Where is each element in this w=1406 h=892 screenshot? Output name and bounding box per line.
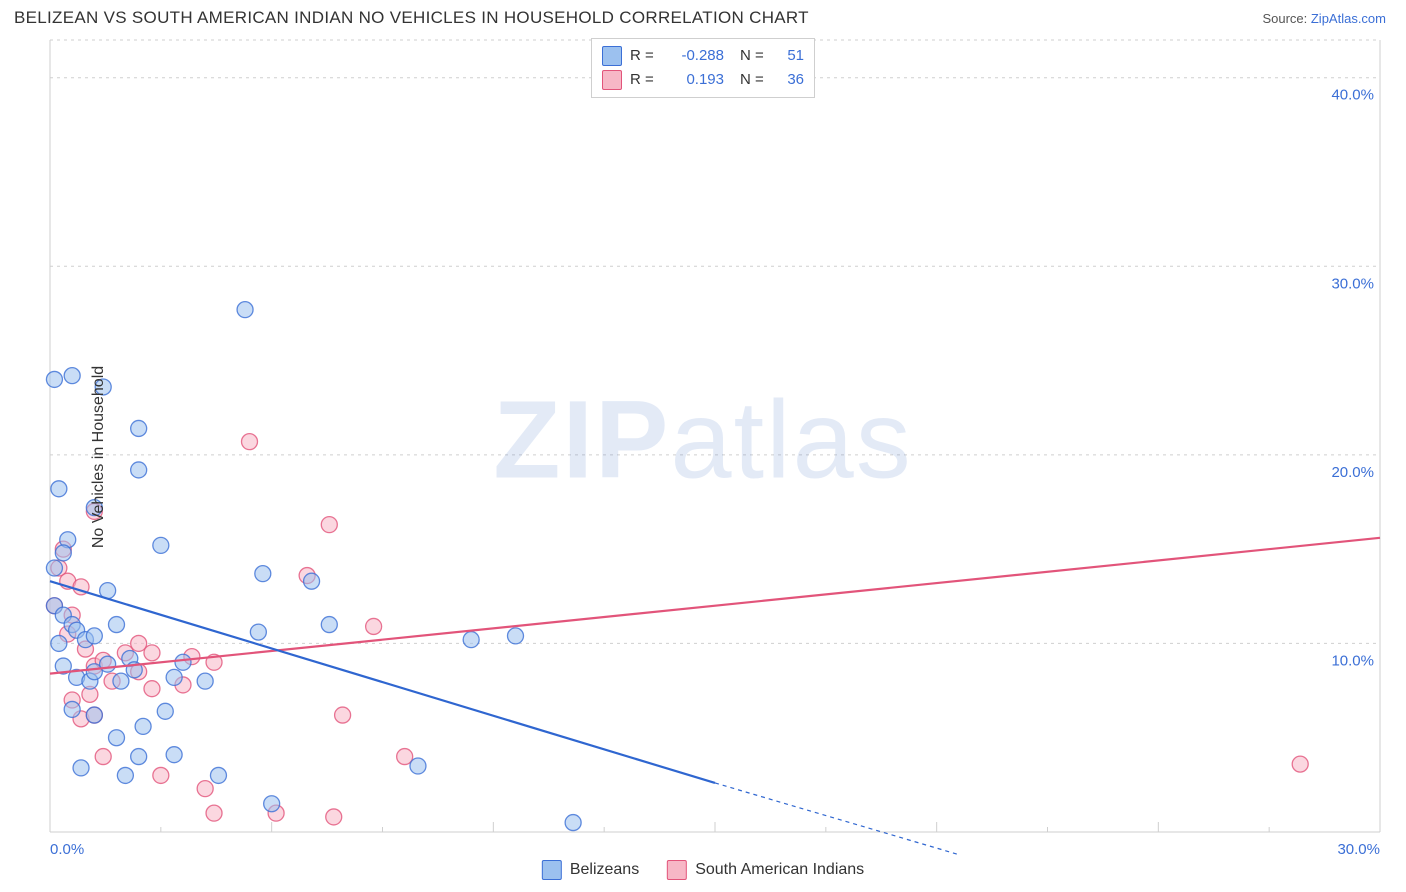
legend-item: South American Indians [667, 860, 864, 880]
legend-n-value: 36 [776, 68, 804, 92]
legend-row: R = 0.193 N = 36 [602, 68, 804, 92]
legend-series-label: Belizeans [570, 861, 639, 879]
legend-n-label: N = [740, 44, 768, 68]
legend-swatch [542, 860, 562, 880]
legend-item: Belizeans [542, 860, 639, 880]
y-axis-label: No Vehicles in Household [90, 366, 108, 548]
legend-swatch [667, 860, 687, 880]
legend-n-label: N = [740, 68, 768, 92]
svg-text:40.0%: 40.0% [1331, 87, 1374, 104]
svg-text:0.0%: 0.0% [50, 841, 84, 858]
svg-text:30.0%: 30.0% [1337, 841, 1380, 858]
legend-r-label: R = [630, 44, 658, 68]
legend-r-label: R = [630, 68, 658, 92]
legend-n-value: 51 [776, 44, 804, 68]
legend-row: R = -0.288 N = 51 [602, 44, 804, 68]
legend-swatch [602, 46, 622, 66]
source-link[interactable]: ZipAtlas.com [1311, 11, 1386, 26]
legend-r-value: -0.288 [666, 44, 724, 68]
legend-r-value: 0.193 [666, 68, 724, 92]
legend-swatch [602, 70, 622, 90]
svg-text:20.0%: 20.0% [1331, 464, 1374, 481]
series-legend: Belizeans South American Indians [542, 860, 864, 880]
svg-text:30.0%: 30.0% [1331, 275, 1374, 292]
svg-text:10.0%: 10.0% [1331, 652, 1374, 669]
legend-series-label: South American Indians [695, 861, 864, 879]
chart-title: BELIZEAN VS SOUTH AMERICAN INDIAN NO VEH… [14, 8, 809, 28]
scatter-chart: 10.0% 20.0% 30.0% 40.0% 0.0% 30.0% [0, 32, 1406, 882]
correlation-legend: R = -0.288 N = 51 R = 0.193 N = 36 [591, 38, 815, 98]
source-attribution: Source: ZipAtlas.com [1262, 11, 1386, 26]
